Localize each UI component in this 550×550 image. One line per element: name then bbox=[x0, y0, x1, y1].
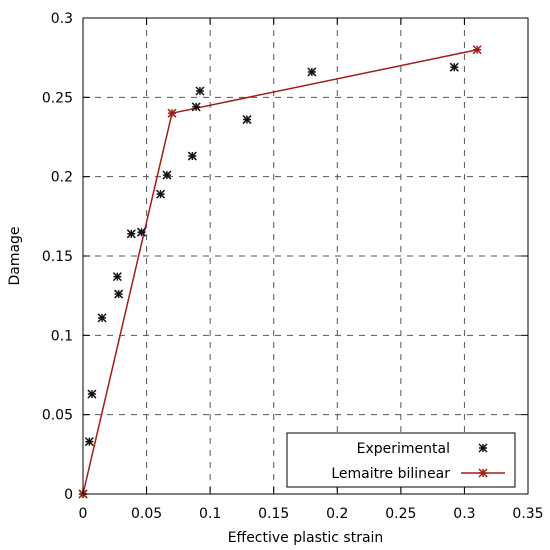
data-point-experimental bbox=[87, 389, 97, 399]
data-point-experimental bbox=[112, 272, 122, 282]
legend-sample-lemaitre-bilinear bbox=[461, 468, 505, 478]
data-point-lemaitre-bilinear bbox=[472, 45, 482, 55]
x-tick-label: 0.35 bbox=[512, 506, 543, 522]
legend-sample-experimental bbox=[478, 443, 488, 453]
legend-label-experimental: Experimental bbox=[357, 441, 450, 457]
x-tick-label: 0.25 bbox=[385, 506, 416, 522]
data-point-experimental bbox=[307, 67, 317, 77]
data-point-experimental bbox=[97, 313, 107, 323]
x-tick-label: 0.15 bbox=[258, 506, 289, 522]
data-point-experimental bbox=[156, 189, 166, 199]
y-axis-label: Damage bbox=[7, 226, 23, 285]
x-tick-label: 0.1 bbox=[199, 506, 221, 522]
y-tick-label: 0.25 bbox=[42, 90, 73, 106]
data-point-experimental bbox=[136, 227, 147, 237]
data-point-experimental bbox=[114, 289, 124, 299]
legend-marker-experimental bbox=[478, 443, 488, 453]
y-tick-label: 0.15 bbox=[42, 249, 73, 265]
y-tick-label: 0.3 bbox=[51, 11, 73, 27]
y-tick-label: 0.2 bbox=[51, 170, 73, 186]
legend-label-lemaitre-bilinear: Lemaitre bilinear bbox=[331, 466, 450, 482]
data-point-experimental bbox=[191, 102, 201, 112]
data-point-experimental bbox=[242, 115, 252, 125]
legend-marker-lemaitre-bilinear bbox=[478, 468, 488, 478]
y-tick-label: 0.1 bbox=[51, 328, 73, 344]
data-point-experimental bbox=[449, 62, 459, 72]
data-point-experimental bbox=[84, 437, 94, 447]
data-point-experimental bbox=[187, 151, 197, 161]
data-point-experimental bbox=[126, 229, 136, 239]
x-axis-label: Effective plastic strain bbox=[228, 530, 384, 546]
x-tick-label: 0 bbox=[79, 506, 88, 522]
x-tick-label: 0.2 bbox=[326, 506, 348, 522]
data-point-experimental bbox=[195, 86, 205, 96]
ticks: 0 0.05 0.1 0.15 0.2 0.25 0.3 0.35 0 0.05 0.1 0.15 0.… bbox=[42, 11, 544, 522]
x-tick-label: 0.05 bbox=[131, 506, 162, 522]
x-tick-label: 0.3 bbox=[453, 506, 475, 522]
y-tick-label: 0 bbox=[64, 487, 73, 503]
legend: Experimental Lemaitre bilinear bbox=[286, 432, 516, 488]
data-point-experimental bbox=[162, 170, 172, 180]
data-point-lemaitre-bilinear bbox=[167, 108, 177, 118]
y-tick-label: 0.05 bbox=[42, 408, 73, 424]
legend-box bbox=[286, 432, 516, 488]
